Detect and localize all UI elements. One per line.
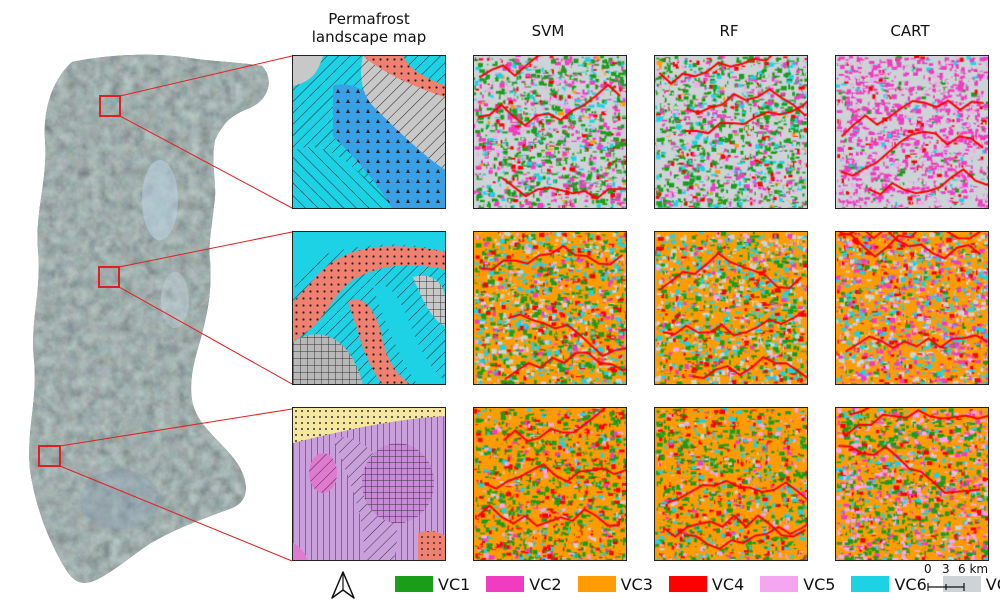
header-landscape-map: Permafrost landscape map: [311, 10, 427, 46]
svm-tile-1: [473, 55, 627, 209]
scale-tick-0: 0: [924, 562, 932, 576]
legend-label: VC1: [438, 574, 471, 594]
cart-tile-3: [835, 407, 989, 561]
leader-lines: [59, 55, 293, 562]
scale-tick-3: 3: [942, 562, 950, 576]
rf-tile-1: [654, 55, 808, 209]
north-arrow-icon: [331, 571, 355, 599]
legend-item-vc6: VC6: [851, 574, 927, 594]
legend-swatch: [486, 576, 525, 592]
legend-swatch: [668, 576, 707, 592]
legend-item-vc2: VC2: [486, 574, 562, 594]
landscape-tile-2: [292, 231, 446, 385]
landscape-tile-1: [292, 55, 446, 209]
header-cart: CART: [890, 22, 930, 40]
legend-swatch: [395, 576, 433, 592]
inset-box-2: [98, 266, 120, 288]
landscape-tile-3: [292, 407, 446, 561]
legend-swatch: [942, 576, 981, 592]
legend-swatch: [851, 576, 890, 592]
inset-box-1: [99, 95, 121, 117]
rf-tile-3: [654, 407, 808, 561]
cart-tile-1: [835, 55, 989, 209]
legend-item-vc5: VC5: [760, 575, 835, 594]
legend-label: VC4: [711, 574, 745, 594]
scale-bar-line: [927, 583, 965, 591]
legend: VC1 VC2 VC3 VC4 VC5 VC6 VC7: [395, 572, 1000, 596]
legend-item-vc4: VC4: [668, 574, 745, 594]
legend-label: VC7: [985, 574, 1000, 594]
legend-swatch: [577, 576, 616, 592]
legend-swatch: [760, 576, 799, 592]
cart-tile-2: [835, 231, 989, 385]
header-rf: RF: [719, 22, 739, 40]
header-svm: SVM: [531, 22, 565, 40]
rf-tile-2: [654, 231, 808, 385]
svm-tile-2: [473, 231, 627, 385]
scale-tick-6: 6 km: [958, 562, 989, 576]
legend-label: VC2: [529, 574, 562, 594]
legend-item-vc1: VC1: [395, 575, 470, 594]
svm-tile-3: [473, 407, 627, 561]
legend-label: VC6: [894, 574, 927, 594]
scale-bar: 0 3 6 km: [920, 562, 998, 598]
inset-box-3: [38, 445, 61, 467]
legend-label: VC5: [803, 574, 836, 594]
legend-item-vc3: VC3: [577, 574, 653, 594]
legend-item-vc7: VC7: [942, 574, 1000, 594]
legend-label: VC3: [620, 574, 653, 594]
